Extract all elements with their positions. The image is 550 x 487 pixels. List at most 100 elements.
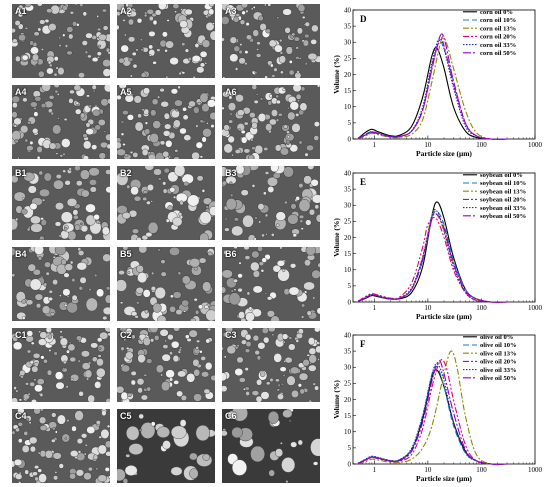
- legend-label: soybean oil 20%: [480, 197, 526, 204]
- x-tick-label: 1000: [528, 466, 543, 474]
- micrograph-label: C1: [15, 330, 27, 340]
- y-tick-label: 10: [344, 103, 352, 111]
- y-tick-label: 20: [344, 396, 352, 404]
- micrograph-texture: [12, 4, 110, 78]
- x-tick-label: 1000: [528, 141, 543, 149]
- y-tick-label: 0: [348, 298, 352, 306]
- series-line-5: [357, 360, 507, 465]
- x-tick-label: 100: [476, 304, 487, 312]
- y-tick-label: 10: [344, 266, 352, 274]
- micrograph-a2: A2: [117, 4, 215, 78]
- chart-svg: 0 5 10 15 20 25 30 35 40 1 10 100 1000 Particle size …: [332, 331, 543, 483]
- micrograph-b1: B1: [12, 166, 110, 240]
- x-tick-label: 100: [476, 141, 487, 149]
- y-axis-title: Volume (%): [332, 218, 341, 257]
- x-axis-title: Particle size (μm): [416, 474, 472, 483]
- micrograph-texture: [117, 409, 215, 483]
- micrograph-label: B1: [15, 168, 27, 178]
- y-tick-label: 5: [348, 282, 352, 290]
- y-tick-label: 15: [344, 87, 352, 95]
- legend-label: olive oil 13%: [480, 350, 517, 357]
- y-tick-label: 25: [344, 218, 352, 226]
- micrograph-c2: C2: [117, 328, 215, 402]
- micrograph-c1: C1: [12, 328, 110, 402]
- legend-label: soybean oil 50%: [480, 213, 526, 220]
- series-line-3: [357, 217, 507, 303]
- micrograph-label: A3: [225, 6, 237, 16]
- y-tick-label: 15: [344, 412, 352, 420]
- particle-size-chart-corn-oil: 0 5 10 15 20 25 30 35 40 1 10 100 1000 Particle size …: [332, 2, 549, 162]
- y-tick-label: 10: [344, 428, 352, 436]
- x-axis-title: Particle size (μm): [416, 312, 472, 321]
- micrograph-label: C4: [15, 411, 27, 421]
- particle-size-chart-soybean-oil: 0 5 10 15 20 25 30 35 40 1 10 100 1000 Particle size …: [332, 165, 549, 325]
- micrograph-label: A1: [15, 6, 27, 16]
- micrograph-label: B5: [120, 249, 132, 259]
- x-axis-title: Particle size (μm): [416, 149, 472, 158]
- micrograph-label: C3: [225, 330, 237, 340]
- y-tick-label: 35: [344, 347, 352, 355]
- series-line-5: [357, 212, 507, 303]
- micrograph-a5: A5: [117, 85, 215, 159]
- micrograph-label: A2: [120, 6, 132, 16]
- y-tick-label: 20: [344, 71, 352, 79]
- micrograph-label: C5: [120, 411, 132, 421]
- y-axis-title: Volume (%): [332, 55, 341, 94]
- micrograph-a1: A1: [12, 4, 110, 78]
- chart-svg: 0 5 10 15 20 25 30 35 40 1 10 100 1000 Particle size …: [332, 169, 543, 321]
- micrograph-label: B3: [225, 168, 237, 178]
- micrograph-b6: B6: [222, 247, 320, 321]
- y-tick-label: 5: [348, 444, 352, 452]
- micrograph-grid: A1 A2 A3 A4 A5 A6 B1 B2 B3 B4 B5 B6 C1 C2 C3 C4 C5 C6: [12, 4, 320, 483]
- x-tick-label: 1: [373, 466, 377, 474]
- series-line-4: [357, 363, 507, 465]
- legend-label: corn oil 13%: [480, 25, 516, 32]
- series-line-2: [358, 350, 508, 466]
- y-tick-label: 0: [348, 135, 352, 143]
- y-tick-label: 30: [344, 364, 352, 372]
- legend-label: olive oil 0%: [480, 334, 513, 341]
- micrograph-texture: [12, 247, 110, 321]
- y-tick-label: 25: [344, 380, 352, 388]
- panel-letter: D: [360, 14, 367, 24]
- micrograph-label: C6: [225, 411, 237, 421]
- particle-size-chart-olive-oil: 0 5 10 15 20 25 30 35 40 1 10 100 1000 Particle size …: [332, 327, 549, 487]
- micrograph-texture: [12, 409, 110, 483]
- micrograph-a4: A4: [12, 85, 110, 159]
- legend-label: corn oil 33%: [480, 42, 516, 49]
- micrograph-texture: [222, 166, 320, 240]
- micrograph-label: B2: [120, 168, 132, 178]
- micrograph-label: A6: [225, 87, 237, 97]
- micrograph-label: A5: [120, 87, 132, 97]
- micrograph-b2: B2: [117, 166, 215, 240]
- micrograph-texture: [12, 166, 110, 240]
- legend-label: corn oil 0%: [480, 9, 513, 16]
- micrograph-b4: B4: [12, 247, 110, 321]
- legend-label: olive oil 50%: [480, 375, 517, 382]
- micrograph-c5: C5: [117, 409, 215, 483]
- x-tick-label: 10: [424, 141, 432, 149]
- y-axis-title: Volume (%): [332, 380, 341, 419]
- micrograph-a3: A3: [222, 4, 320, 78]
- micrograph-label: C2: [120, 330, 132, 340]
- micrograph-texture: [222, 247, 320, 321]
- legend-label: soybean oil 13%: [480, 188, 526, 195]
- panel-letter: F: [360, 339, 366, 349]
- legend-label: corn oil 50%: [480, 50, 516, 57]
- micrograph-label: B4: [15, 249, 27, 259]
- micrograph-label: B6: [225, 249, 237, 259]
- x-tick-label: 1: [373, 304, 377, 312]
- y-tick-label: 30: [344, 202, 352, 210]
- series-line-2: [357, 210, 507, 303]
- legend-label: olive oil 33%: [480, 367, 517, 374]
- y-tick-label: 25: [344, 55, 352, 63]
- legend-label: corn oil 10%: [480, 17, 516, 24]
- series-line-5: [357, 33, 507, 140]
- series-line-4: [357, 208, 507, 303]
- y-tick-label: 15: [344, 250, 352, 258]
- micrograph-c3: C3: [222, 328, 320, 402]
- y-tick-label: 0: [348, 460, 352, 468]
- micrograph-texture: [222, 409, 320, 483]
- micrograph-texture: [117, 247, 215, 321]
- legend-label: soybean oil 33%: [480, 205, 526, 212]
